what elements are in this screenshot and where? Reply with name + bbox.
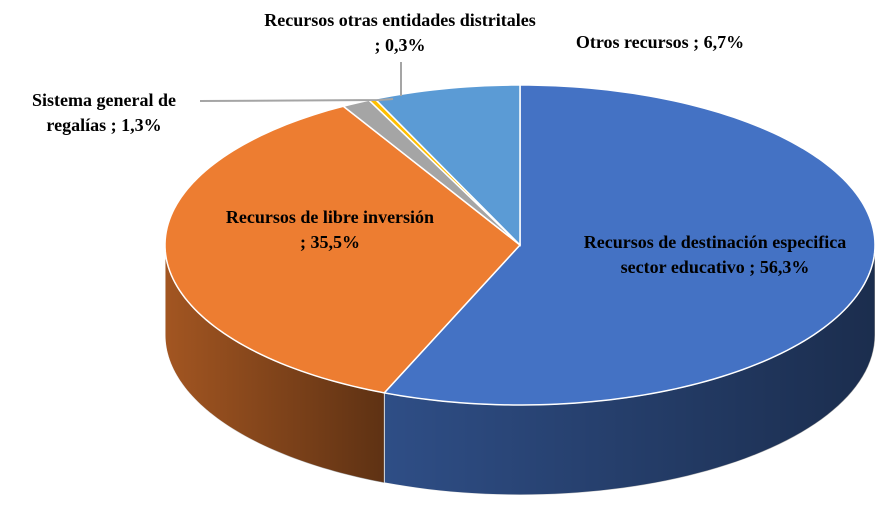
label-name: Recursos otras entidades distritales ; [264, 10, 536, 55]
label-name: Recursos de libre inversión ; [225, 207, 435, 252]
label-name: Recursos de destinación especifica secto… [583, 232, 847, 277]
data-label: Recursos otras entidades distritales ; 0… [260, 8, 540, 58]
label-name: Otros recursos ; [575, 32, 700, 52]
pie-side-shade [165, 245, 385, 483]
pie-side-shade [384, 245, 875, 495]
label-value: 0,3% [385, 35, 426, 55]
pie-slice [373, 84, 521, 247]
label-value: 1,3% [121, 115, 162, 135]
label-value: 56,3% [759, 257, 810, 277]
pie-slice [382, 84, 876, 406]
leader-line [199, 98, 394, 102]
data-label: Recursos de destinación especifica secto… [560, 230, 870, 280]
label-value: 35,5% [310, 232, 361, 252]
data-label: Otros recursos ; 6,7% [560, 30, 760, 55]
pie-slice [164, 105, 522, 394]
label-name: Sistema general de regalías ; [32, 90, 176, 135]
data-label: Recursos de libre inversión ; 35,5% [225, 205, 435, 255]
data-label: Sistema general de regalías ; 1,3% [4, 88, 204, 138]
label-value: 6,7% [703, 32, 745, 52]
